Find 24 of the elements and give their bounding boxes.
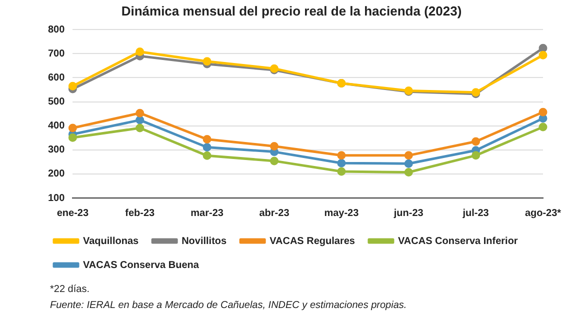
- legend-label: VACAS Regulares: [270, 236, 356, 247]
- legend-label: Vaquillonas: [83, 236, 140, 247]
- chart-title: Dinámica mensual del precio real de la hacienda (2023): [121, 3, 462, 18]
- x-tick-label: feb-23: [125, 208, 156, 219]
- source-note: Fuente: IERAL en base a Mercado de Cañuelas, INDEC y estimaciones propias.: [50, 299, 407, 313]
- y-tick-label: 500: [48, 96, 66, 108]
- legend-label: Novillitos: [182, 236, 228, 247]
- x-tick-label: ago-23*: [524, 208, 562, 219]
- y-tick-label: 600: [48, 72, 66, 84]
- y-tick-label: 200: [48, 168, 66, 180]
- x-tick-label: mar-23: [190, 208, 224, 219]
- x-tick-label: abr-23: [259, 208, 290, 219]
- y-tick-label: 400: [48, 120, 66, 132]
- y-tick-label: 800: [48, 24, 66, 36]
- x-tick-label: may-23: [324, 208, 360, 219]
- x-tick-label: ene-23: [56, 208, 89, 219]
- legend-label: VACAS Conserva Buena: [83, 260, 200, 271]
- y-tick-label: 700: [48, 48, 66, 60]
- y-tick-label: 300: [48, 144, 66, 156]
- legend-label: VACAS Conserva Inferior: [398, 236, 518, 247]
- x-tick-label: jun-23: [392, 208, 424, 219]
- x-tick-label: jul-23: [462, 208, 490, 219]
- text: *22 días.: [50, 283, 90, 297]
- y-tick-label: 100: [48, 192, 66, 204]
